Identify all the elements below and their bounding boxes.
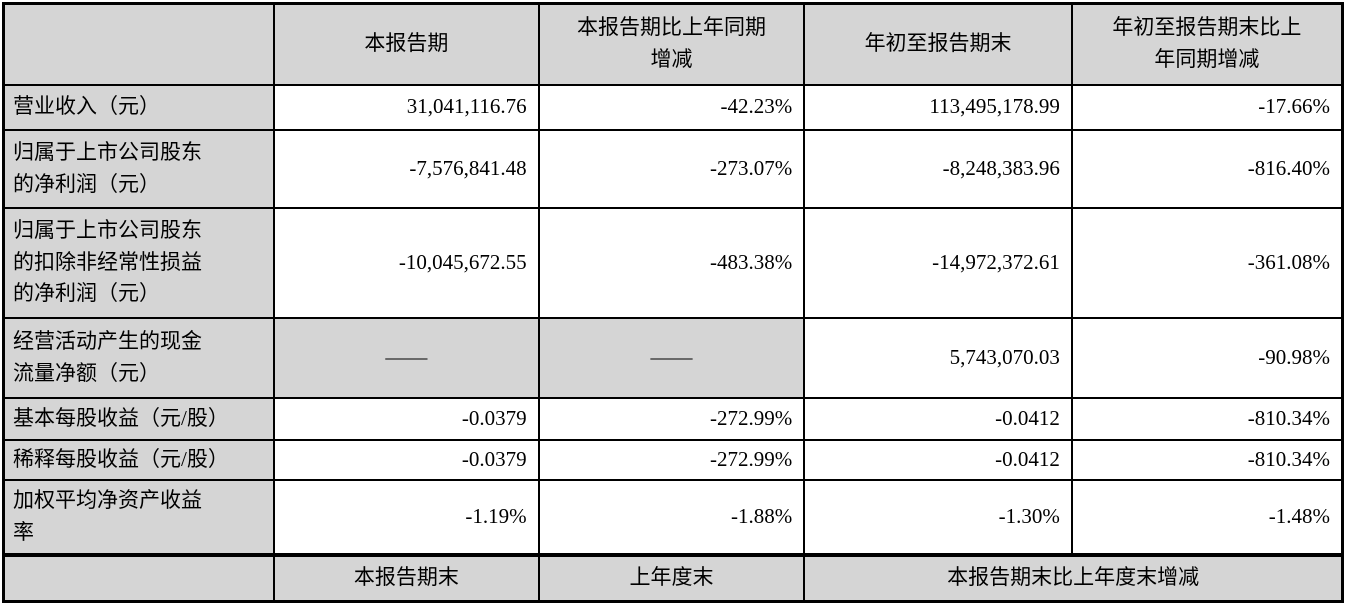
table-row-weighted-avg-roe: 加权平均净资产收益 率 -1.19% -1.88% -1.30% -1.48% [2,478,1344,556]
diluted-eps-ytd-value: -0.0412 [803,438,1073,481]
cash-flow-period-yoy-placeholder: —— [537,316,806,399]
table-row-net-profit-attributable: 归属于上市公司股东 的净利润（元） -7,576,841.48 -273.07%… [2,128,1344,209]
revenue-ytd-value: 113,495,178.99 [803,83,1073,131]
revenue-period-yoy: -42.23% [537,83,806,131]
net-profit-period-yoy: -273.07% [537,128,806,209]
row-label: 营业收入（元） [2,83,276,131]
header-ytd-yoy-change: 年初至报告期末比上 年同期增减 [1070,2,1344,86]
deducted-profit-ytd-yoy: -361.08% [1070,206,1344,319]
revenue-period-value: 31,041,116.76 [273,83,540,131]
row-label: 经营活动产生的现金 流量净额（元） [2,316,276,399]
footer-period-end-change: 本报告期末比上年度末增减 [803,552,1344,603]
table-row-diluted-eps: 稀释每股收益（元/股） -0.0379 -272.99% -0.0412 -81… [2,438,1344,481]
table-row-net-profit-deducting-non-recurring: 归属于上市公司股东 的扣除非经常性损益 的净利润（元） -10,045,672.… [2,206,1344,319]
cash-flow-period-placeholder: —— [273,316,540,399]
deducted-profit-period-value: -10,045,672.55 [273,206,540,319]
roe-ytd-value: -1.30% [803,478,1073,556]
period-end-header-row: 本报告期末 上年度末 本报告期末比上年度末增减 [2,552,1344,603]
header-period-yoy-change: 本报告期比上年同期 增减 [537,2,806,86]
revenue-ytd-yoy: -17.66% [1070,83,1344,131]
footer-period-end: 本报告期末 [273,552,540,603]
row-label: 加权平均净资产收益 率 [2,478,276,556]
basic-eps-period-value: -0.0379 [273,396,540,441]
header-blank-cell [2,2,276,86]
header-current-period: 本报告期 [273,2,540,86]
row-label: 归属于上市公司股东 的扣除非经常性损益 的净利润（元） [2,206,276,319]
basic-eps-ytd-value: -0.0412 [803,396,1073,441]
table-row-basic-eps: 基本每股收益（元/股） -0.0379 -272.99% -0.0412 -81… [2,396,1344,441]
diluted-eps-period-value: -0.0379 [273,438,540,481]
cash-flow-ytd-value: 5,743,070.03 [803,316,1073,399]
row-label: 稀释每股收益（元/股） [2,438,276,481]
financial-summary-table: 本报告期 本报告期比上年同期 增减 年初至报告期末 年初至报告期末比上 年同期增… [2,2,1344,603]
table-row-operating-cash-flow: 经营活动产生的现金 流量净额（元） —— —— 5,743,070.03 -90… [2,316,1344,399]
table-row-revenue: 营业收入（元） 31,041,116.76 -42.23% 113,495,17… [2,83,1344,131]
basic-eps-ytd-yoy: -810.34% [1070,396,1344,441]
net-profit-period-value: -7,576,841.48 [273,128,540,209]
header-year-to-date: 年初至报告期末 [803,2,1073,86]
roe-ytd-yoy: -1.48% [1070,478,1344,556]
net-profit-ytd-value: -8,248,383.96 [803,128,1073,209]
header-row: 本报告期 本报告期比上年同期 增减 年初至报告期末 年初至报告期末比上 年同期增… [2,2,1344,86]
net-profit-ytd-yoy: -816.40% [1070,128,1344,209]
basic-eps-period-yoy: -272.99% [537,396,806,441]
deducted-profit-ytd-value: -14,972,372.61 [803,206,1073,319]
footer-blank-cell [2,552,276,603]
footer-prior-year-end: 上年度末 [537,552,806,603]
row-label: 基本每股收益（元/股） [2,396,276,441]
diluted-eps-period-yoy: -272.99% [537,438,806,481]
row-label: 归属于上市公司股东 的净利润（元） [2,128,276,209]
diluted-eps-ytd-yoy: -810.34% [1070,438,1344,481]
deducted-profit-period-yoy: -483.38% [537,206,806,319]
roe-period-yoy: -1.88% [537,478,806,556]
cash-flow-ytd-yoy: -90.98% [1070,316,1344,399]
roe-period-value: -1.19% [273,478,540,556]
